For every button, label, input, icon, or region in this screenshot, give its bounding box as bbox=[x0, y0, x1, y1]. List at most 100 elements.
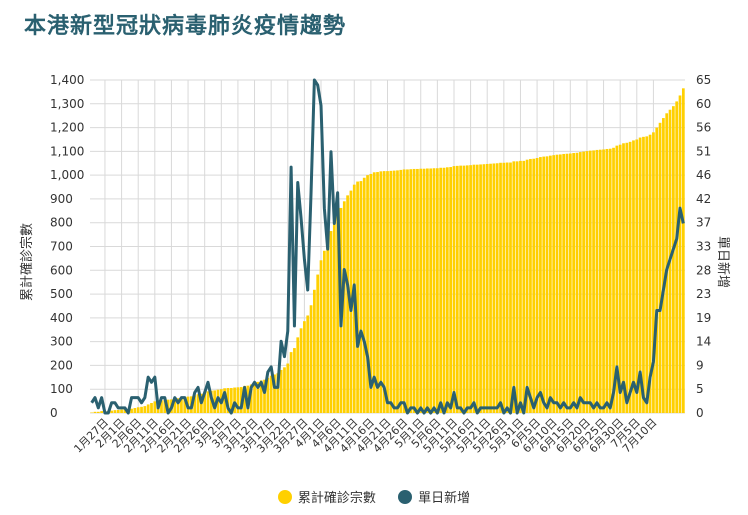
bar-cumulative-60 bbox=[289, 352, 293, 413]
bar-cumulative-168 bbox=[648, 134, 652, 413]
bar-cumulative-67 bbox=[313, 289, 316, 413]
bar-cumulative-43 bbox=[233, 387, 236, 413]
bar-cumulative-96 bbox=[409, 169, 413, 413]
bar-cumulative-57 bbox=[279, 369, 283, 413]
bar-cumulative-69 bbox=[319, 260, 323, 413]
bar-cumulative-50 bbox=[256, 381, 260, 413]
bar-cumulative-173 bbox=[665, 113, 669, 414]
bar-cumulative-143 bbox=[565, 153, 569, 413]
bar-cumulative-46 bbox=[243, 385, 246, 413]
y-left-tick-6: 600 bbox=[50, 263, 73, 277]
bar-cumulative-18 bbox=[150, 403, 153, 413]
legend-item-daily[interactable]: 單日新增 bbox=[398, 487, 470, 506]
bar-cumulative-56 bbox=[276, 373, 280, 413]
bar-cumulative-71 bbox=[326, 243, 330, 413]
bar-cumulative-7 bbox=[113, 410, 117, 413]
bar-cumulative-17 bbox=[146, 404, 150, 413]
bar-cumulative-148 bbox=[582, 151, 585, 413]
bar-cumulative-107 bbox=[445, 167, 449, 413]
bar-cumulative-63 bbox=[299, 328, 303, 413]
y-left-axis-label: 累計確診宗數 bbox=[19, 223, 35, 301]
bar-cumulative-22 bbox=[163, 399, 167, 413]
bar-cumulative-151 bbox=[592, 150, 595, 414]
bar-cumulative-95 bbox=[406, 169, 409, 413]
bar-cumulative-80 bbox=[356, 181, 359, 413]
bar-cumulative-120 bbox=[489, 163, 492, 413]
bar-cumulative-166 bbox=[642, 136, 645, 414]
bar-cumulative-128 bbox=[515, 161, 519, 413]
bar-cumulative-119 bbox=[485, 163, 489, 413]
legend-dot-cumulative bbox=[277, 489, 292, 504]
bar-cumulative-157 bbox=[612, 147, 615, 413]
bar-cumulative-6 bbox=[110, 410, 113, 413]
bar-cumulative-82 bbox=[362, 177, 366, 413]
bar-cumulative-139 bbox=[552, 155, 556, 414]
bar-cumulative-147 bbox=[578, 152, 582, 413]
bar-cumulative-122 bbox=[495, 163, 499, 413]
bar-cumulative-153 bbox=[598, 149, 602, 413]
y-right-ticks: 0 5 9 14 19 23 28 33 37 42 46 51 56 60 65 bbox=[696, 73, 711, 420]
bar-cumulative-74 bbox=[336, 212, 340, 413]
bar-cumulative-115 bbox=[472, 164, 476, 413]
bar-cumulative-2 bbox=[96, 411, 100, 413]
bar-cumulative-142 bbox=[562, 153, 566, 413]
bar-cumulative-61 bbox=[293, 348, 296, 413]
bar-cumulative-90 bbox=[389, 170, 393, 413]
bar-cumulative-156 bbox=[608, 148, 612, 413]
bar-cumulative-101 bbox=[426, 168, 429, 413]
y-right-tick-14: 65 bbox=[696, 73, 711, 87]
bar-cumulative-162 bbox=[628, 141, 632, 414]
bar-cumulative-8 bbox=[116, 409, 120, 413]
bar-cumulative-109 bbox=[452, 166, 456, 413]
bar-cumulative-21 bbox=[160, 400, 163, 413]
bar-cumulative-160 bbox=[622, 143, 625, 413]
y-left-tick-9: 900 bbox=[50, 192, 73, 206]
legend-item-cumulative[interactable]: 累計確診宗數 bbox=[277, 487, 376, 506]
bar-cumulative-172 bbox=[662, 118, 665, 414]
bar-cumulative-170 bbox=[655, 127, 659, 414]
bar-cumulative-176 bbox=[675, 101, 679, 414]
bar-cumulative-108 bbox=[449, 167, 453, 413]
bar-cumulative-100 bbox=[422, 168, 426, 413]
bar-cumulative-77 bbox=[346, 195, 349, 413]
y-left-tick-4: 400 bbox=[50, 311, 73, 325]
daily-line bbox=[90, 78, 685, 415]
y-right-tick-6: 28 bbox=[696, 263, 711, 277]
y-right-tick-7: 33 bbox=[696, 240, 711, 254]
bar-cumulative-155 bbox=[605, 148, 609, 413]
legend: 累計確診宗數 單日新增 bbox=[0, 487, 748, 508]
bar-cumulative-54 bbox=[269, 375, 273, 413]
bar-cumulative-66 bbox=[309, 305, 313, 413]
bar-cumulative-132 bbox=[529, 158, 532, 413]
bar-cumulative-31 bbox=[193, 395, 197, 413]
y-left-tick-2: 200 bbox=[50, 358, 73, 372]
y-right-tick-10: 46 bbox=[696, 168, 711, 182]
y-right-tick-0: 0 bbox=[696, 406, 704, 420]
bar-cumulative-145 bbox=[572, 153, 576, 413]
bar-cumulative-52 bbox=[263, 379, 266, 413]
bar-cumulative-163 bbox=[632, 140, 635, 413]
bar-cumulative-84 bbox=[369, 173, 373, 413]
bar-cumulative-53 bbox=[266, 377, 270, 413]
bar-cumulative-124 bbox=[502, 162, 506, 413]
bar-cumulative-94 bbox=[402, 169, 406, 413]
bar-cumulative-110 bbox=[455, 165, 459, 413]
y-left-tick-8: 800 bbox=[50, 216, 73, 230]
cumulative-bars bbox=[90, 88, 685, 414]
bar-cumulative-1 bbox=[93, 411, 97, 413]
bar-cumulative-55 bbox=[273, 374, 276, 413]
bar-cumulative-15 bbox=[140, 406, 143, 413]
bar-cumulative-89 bbox=[386, 171, 389, 413]
y-right-tick-5: 23 bbox=[696, 287, 711, 301]
bar-cumulative-85 bbox=[372, 172, 376, 413]
y-left-tick-10: 1,000 bbox=[50, 168, 84, 182]
bar-cumulative-111 bbox=[459, 165, 462, 413]
bar-cumulative-68 bbox=[316, 274, 320, 413]
bar-cumulative-117 bbox=[479, 164, 482, 413]
bar-cumulative-35 bbox=[206, 391, 210, 413]
bar-cumulative-123 bbox=[499, 162, 502, 413]
y-right-tick-2: 9 bbox=[696, 358, 704, 372]
bar-cumulative-140 bbox=[555, 154, 559, 414]
bar-cumulative-150 bbox=[588, 150, 592, 414]
bar-cumulative-177 bbox=[678, 95, 682, 413]
